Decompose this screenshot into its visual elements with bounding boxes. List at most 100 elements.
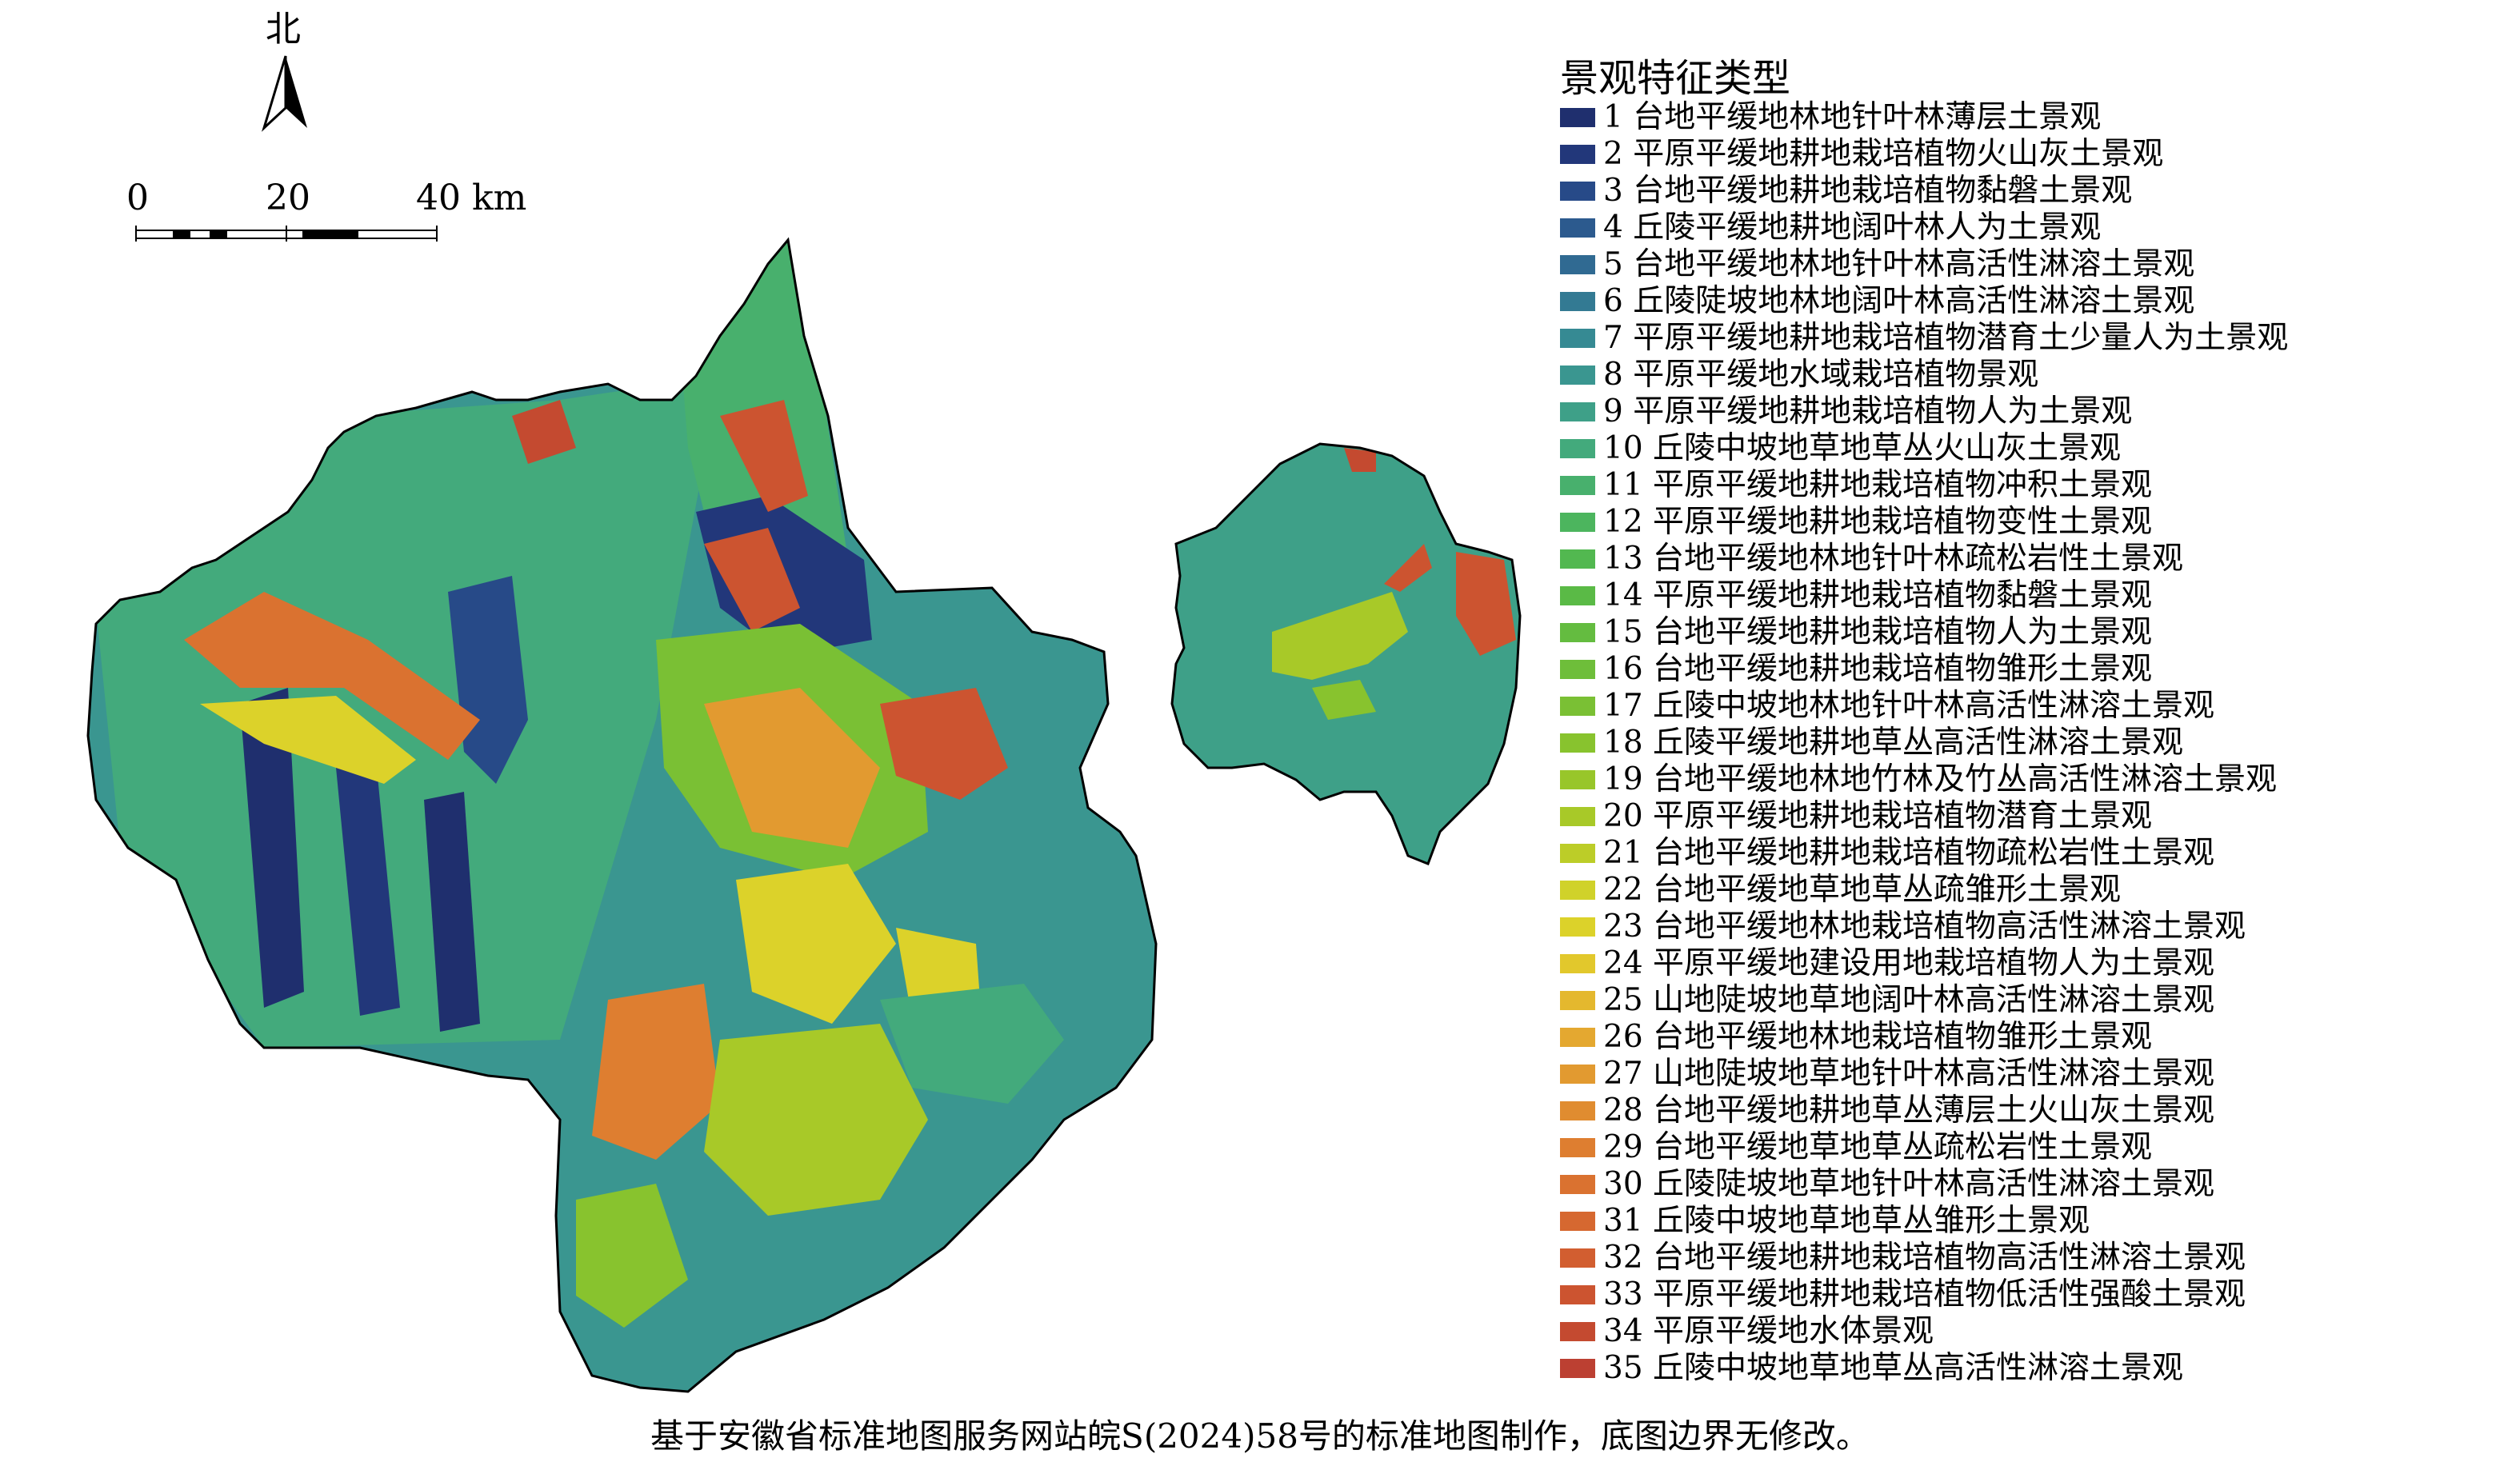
legend-label: 34 平原平缓地水体景观 [1603,1313,1934,1349]
north-arrow-icon [261,55,307,132]
legend-label: 31 丘陵中坡地草地草丛雏形土景观 [1603,1203,2090,1239]
legend-swatch [1560,108,1595,127]
scale-label-20: 20 [266,178,310,218]
legend-item: 8 平原平缓地水域栽培植物景观 [1560,357,2038,393]
legend-label: 25 山地陡坡地草地阔叶林高活性淋溶土景观 [1603,982,2215,1018]
legend-label: 12 平原平缓地耕地栽培植物变性土景观 [1603,504,2153,540]
legend-item: 24 平原平缓地建设用地栽培植物人为土景观 [1560,945,2214,982]
legend-swatch [1560,1285,1595,1304]
legend-swatch [1560,954,1595,973]
legend-swatch [1560,329,1595,348]
legend-swatch [1560,1028,1595,1047]
legend-item: 5 台地平缓地林地针叶林高活性淋溶土景观 [1560,246,2194,283]
legend-item: 10 丘陵中坡地草地草丛火山灰土景观 [1560,430,2121,467]
legend-item: 32 台地平缓地耕地栽培植物高活性淋溶土景观 [1560,1240,2246,1276]
legend-item: 4 丘陵平缓地耕地阔叶林人为土景观 [1560,210,2101,246]
legend-label: 24 平原平缓地建设用地栽培植物人为土景观 [1603,945,2215,981]
legend-label: 29 台地平缓地草地草丛疏松岩性土景观 [1603,1129,2153,1165]
legend-item: 17 丘陵中坡地林地针叶林高活性淋溶土景观 [1560,688,2214,725]
legend-item: 25 山地陡坡地草地阔叶林高活性淋溶土景观 [1560,982,2214,1019]
legend-label: 19 台地平缓地林地竹林及竹丛高活性淋溶土景观 [1603,761,2278,797]
legend-swatch [1560,292,1595,311]
legend-swatch [1560,660,1595,679]
legend-item: 7 平原平缓地耕地栽培植物潜育土少量人为土景观 [1560,320,2288,357]
legend-swatch [1560,807,1595,826]
legend-swatch [1560,366,1595,385]
legend-item: 2 平原平缓地耕地栽培植物火山灰土景观 [1560,136,2163,173]
legend-label: 13 台地平缓地林地针叶林疏松岩性土景观 [1603,541,2184,577]
legend-swatch [1560,1101,1595,1120]
legend-item: 27 山地陡坡地草地针叶林高活性淋溶土景观 [1560,1056,2214,1093]
legend-label: 28 台地平缓地耕地草丛薄层土火山灰土景观 [1603,1093,2215,1128]
legend-label: 10 丘陵中坡地草地草丛火山灰土景观 [1603,430,2122,466]
legend-item: 20 平原平缓地耕地栽培植物潜育土景观 [1560,798,2152,835]
legend-label: 26 台地平缓地林地栽培植物雏形土景观 [1603,1019,2153,1055]
legend-swatch [1560,917,1595,937]
legend-title: 景观特征类型 [1560,56,1791,101]
legend-swatch [1560,182,1595,201]
footer-note: 基于安徽省标准地图服务网站皖S(2024)58号的标准地图制作，底图边界无修改。 [650,1416,1870,1456]
legend-label: 6 丘陵陡坡地林地阔叶林高活性淋溶土景观 [1603,283,2195,319]
legend-item: 26 台地平缓地林地栽培植物雏形土景观 [1560,1019,2152,1056]
legend-swatch [1560,586,1595,605]
legend-item: 34 平原平缓地水体景观 [1560,1313,1934,1350]
legend-label: 22 台地平缓地草地草丛疏雏形土景观 [1603,872,2122,908]
legend-item: 3 台地平缓地耕地栽培植物黏磐土景观 [1560,173,2132,210]
legend-item: 12 平原平缓地耕地栽培植物变性土景观 [1560,504,2152,541]
legend-label: 20 平原平缓地耕地栽培植物潜育土景观 [1603,798,2153,834]
legend-item: 15 台地平缓地耕地栽培植物人为土景观 [1560,614,2152,651]
legend-label: 14 平原平缓地耕地栽培植物黏磐土景观 [1603,577,2153,613]
legend-swatch [1560,218,1595,238]
legend-label: 7 平原平缓地耕地栽培植物潜育土少量人为土景观 [1603,320,2289,356]
legend-item: 28 台地平缓地耕地草丛薄层土火山灰土景观 [1560,1093,2214,1129]
legend-swatch [1560,844,1595,863]
legend-swatch [1560,1212,1595,1231]
legend-label: 18 丘陵平缓地耕地草丛高活性淋溶土景观 [1603,725,2184,761]
legend-label: 32 台地平缓地耕地栽培植物高活性淋溶土景观 [1603,1240,2246,1276]
legend-swatch [1560,1359,1595,1378]
legend-item: 22 台地平缓地草地草丛疏雏形土景观 [1560,872,2121,909]
legend-item: 16 台地平缓地耕地栽培植物雏形土景观 [1560,651,2152,688]
legend-swatch [1560,513,1595,532]
map-region-west [88,240,1156,1392]
map-region-east [1172,444,1520,864]
legend-swatch [1560,1322,1595,1341]
legend-item: 9 平原平缓地耕地栽培植物人为土景观 [1560,393,2132,430]
legend-label: 11 平原平缓地耕地栽培植物冲积土景观 [1603,467,2153,503]
legend-swatch [1560,1248,1595,1268]
legend-item: 21 台地平缓地耕地栽培植物疏松岩性土景观 [1560,835,2214,872]
legend-item: 18 丘陵平缓地耕地草丛高活性淋溶土景观 [1560,725,2183,761]
legend-label: 30 丘陵陡坡地草地针叶林高活性淋溶土景观 [1603,1166,2215,1202]
legend-item: 33 平原平缓地耕地栽培植物低活性强酸土景观 [1560,1276,2246,1313]
legend-swatch [1560,733,1595,753]
legend-label: 33 平原平缓地耕地栽培植物低活性强酸土景观 [1603,1276,2246,1312]
legend-swatch [1560,476,1595,495]
legend-item: 11 平原平缓地耕地栽培植物冲积土景观 [1560,467,2152,504]
legend-item: 35 丘陵中坡地草地草丛高活性淋溶土景观 [1560,1350,2183,1387]
legend-swatch [1560,1175,1595,1194]
legend-label: 17 丘陵中坡地林地针叶林高活性淋溶土景观 [1603,688,2215,724]
legend-swatch [1560,1065,1595,1084]
scale-label-0: 0 [126,178,149,218]
legend-label: 2 平原平缓地耕地栽培植物火山灰土景观 [1603,136,2164,172]
legend-label: 1 台地平缓地林地针叶林薄层土景观 [1603,99,2102,135]
legend-item: 30 丘陵陡坡地草地针叶林高活性淋溶土景观 [1560,1166,2214,1203]
legend-item: 19 台地平缓地林地竹林及竹丛高活性淋溶土景观 [1560,761,2277,798]
legend-item: 6 丘陵陡坡地林地阔叶林高活性淋溶土景观 [1560,283,2194,320]
legend-swatch [1560,770,1595,789]
legend-label: 3 台地平缓地耕地栽培植物黏磐土景观 [1603,173,2133,209]
legend-swatch [1560,145,1595,164]
legend-swatch [1560,255,1595,274]
legend-label: 35 丘陵中坡地草地草丛高活性淋溶土景观 [1603,1350,2184,1386]
legend-swatch [1560,439,1595,458]
legend-swatch [1560,623,1595,642]
legend-label: 5 台地平缓地林地针叶林高活性淋溶土景观 [1603,246,2195,282]
legend-label: 27 山地陡坡地草地针叶林高活性淋溶土景观 [1603,1056,2215,1092]
legend-swatch [1560,881,1595,900]
legend-swatch [1560,549,1595,569]
legend-label: 16 台地平缓地耕地栽培植物雏形土景观 [1603,651,2153,687]
legend-label: 8 平原平缓地水域栽培植物景观 [1603,357,2039,393]
legend-swatch [1560,697,1595,716]
legend-item: 1 台地平缓地林地针叶林薄层土景观 [1560,99,2101,136]
legend-item: 31 丘陵中坡地草地草丛雏形土景观 [1560,1203,2090,1240]
